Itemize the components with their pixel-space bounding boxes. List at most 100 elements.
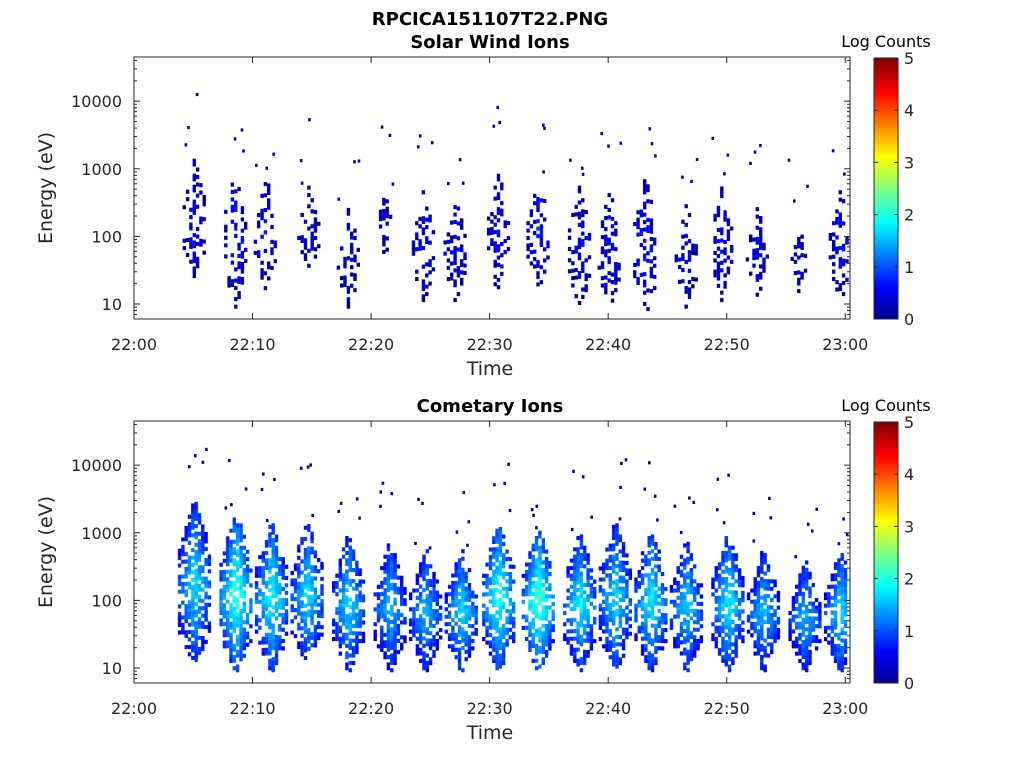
heatmap-cell xyxy=(415,629,420,634)
heatmap-cell xyxy=(345,595,349,600)
heatmap-cell xyxy=(531,636,535,641)
heatmap-cell xyxy=(683,602,687,607)
heatmap-cell xyxy=(531,558,535,563)
heatmap-cell xyxy=(801,602,805,607)
heatmap-cell xyxy=(689,646,694,651)
heatmap-cell xyxy=(830,603,834,608)
heatmap-cell xyxy=(716,246,721,251)
heatmap-cell xyxy=(493,185,497,190)
heatmap-cell xyxy=(222,610,227,615)
heatmap-cell xyxy=(346,222,351,227)
heatmap-cell xyxy=(643,201,647,206)
heatmap-cell xyxy=(390,608,394,613)
heatmap-cell xyxy=(181,615,185,620)
heatmap-cell xyxy=(435,639,439,644)
heatmap-cell xyxy=(681,256,685,261)
heatmap-cell xyxy=(833,603,838,608)
heatmap-cell xyxy=(608,591,612,596)
heatmap-cell xyxy=(763,653,767,658)
heatmap-cell xyxy=(438,635,443,640)
heatmap-cell xyxy=(379,504,382,508)
heatmap-cell xyxy=(644,606,648,611)
heatmap-cell xyxy=(566,588,570,593)
heatmap-cell xyxy=(194,609,198,614)
heatmap-cell xyxy=(290,582,294,587)
heatmap-cell xyxy=(204,610,208,615)
heatmap-cell xyxy=(425,564,429,569)
heatmap-cell xyxy=(474,620,478,625)
heatmap-cell xyxy=(763,571,767,576)
heatmap-cell xyxy=(749,161,752,165)
heatmap-cell xyxy=(830,636,834,641)
heatmap-cell xyxy=(230,208,235,213)
heatmap-cell xyxy=(281,568,285,573)
heatmap-cell xyxy=(604,290,608,295)
heatmap-cell xyxy=(763,664,767,669)
heatmap-cell xyxy=(348,549,352,554)
heatmap-cell xyxy=(760,636,764,641)
heatmap-cell xyxy=(717,618,722,623)
heatmap-cell xyxy=(538,560,542,565)
heatmap-cell xyxy=(338,562,342,567)
heatmap-cell xyxy=(400,590,404,595)
heatmap-cell xyxy=(571,283,575,288)
heatmap-cell xyxy=(639,243,644,248)
heatmap-cell xyxy=(227,276,231,281)
heatmap-cell xyxy=(303,566,308,571)
heatmap-cell xyxy=(428,638,433,643)
heatmap-cell xyxy=(237,242,241,247)
heatmap-cell xyxy=(573,558,577,563)
heatmap-cell xyxy=(684,260,688,265)
heatmap-cell xyxy=(618,575,622,580)
heatmap-cell xyxy=(493,196,497,201)
heatmap-cell xyxy=(621,646,626,651)
heatmap-cell xyxy=(528,633,532,638)
heatmap-cell xyxy=(454,595,458,600)
heatmap-cell xyxy=(770,579,774,584)
heatmap-cell xyxy=(734,627,738,632)
heatmap-cell xyxy=(686,601,690,606)
x-tick-label: 22:00 xyxy=(111,335,157,354)
heatmap-cell xyxy=(274,605,279,610)
heatmap-cell xyxy=(833,621,838,626)
heatmap-cell xyxy=(271,586,275,591)
heatmap-cell xyxy=(453,246,457,251)
heatmap-cell xyxy=(679,629,684,634)
heatmap-cell xyxy=(551,594,555,599)
heatmap-cell xyxy=(498,560,503,565)
heatmap-cell xyxy=(467,612,472,617)
heatmap-cell xyxy=(576,640,580,645)
heatmap-cell xyxy=(502,553,506,558)
heatmap-cell xyxy=(634,618,638,623)
heatmap-cell xyxy=(201,546,205,551)
heatmap-cell xyxy=(569,592,574,597)
heatmap-cell xyxy=(257,250,261,255)
heatmap-cell xyxy=(197,557,202,562)
heatmap-cell xyxy=(194,501,198,506)
heatmap-cell xyxy=(421,279,426,284)
heatmap-cell xyxy=(332,629,336,634)
heatmap-cell xyxy=(600,276,605,281)
heatmap-cell xyxy=(600,224,605,229)
heatmap-cell xyxy=(686,608,690,613)
heatmap-cell xyxy=(425,225,429,230)
x-tick-label: 22:50 xyxy=(704,335,750,354)
heatmap-cell xyxy=(267,261,271,266)
heatmap-cell xyxy=(716,228,721,233)
heatmap-cell xyxy=(579,586,584,591)
heatmap-cell xyxy=(505,590,509,595)
heatmap-cell xyxy=(310,606,314,611)
heatmap-cell xyxy=(422,562,426,567)
heatmap-cell xyxy=(625,568,629,573)
heatmap-cell xyxy=(763,645,767,650)
heatmap-cell xyxy=(643,279,647,284)
heatmap-cell xyxy=(191,618,195,623)
heatmap-cell xyxy=(649,218,654,223)
heatmap-cell xyxy=(313,602,318,607)
heatmap-cell xyxy=(488,547,493,552)
heatmap-cell xyxy=(769,516,773,520)
heatmap-cell xyxy=(461,668,465,673)
heatmap-cell xyxy=(797,240,801,245)
heatmap-cell xyxy=(805,608,809,613)
heatmap-cell xyxy=(422,617,426,622)
